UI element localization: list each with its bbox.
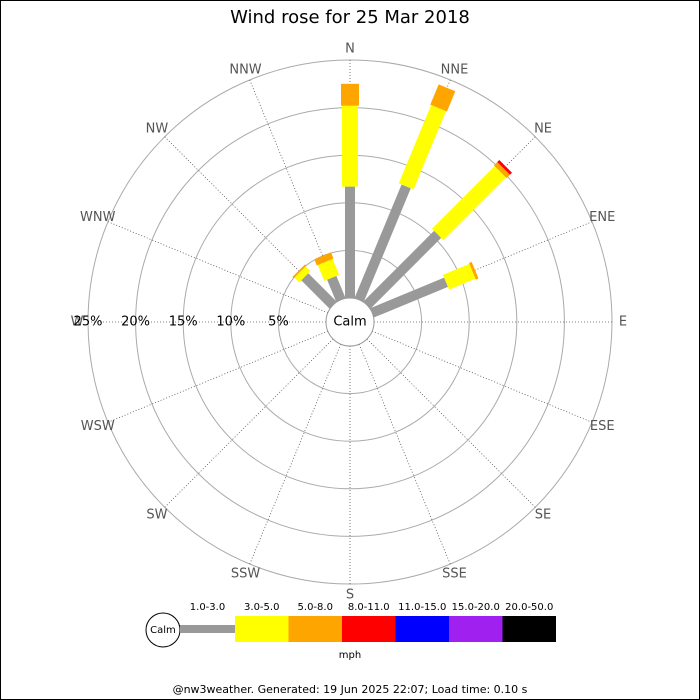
calm-circle: [325, 297, 375, 347]
overlay: Calm 5% 10% 15% 20% 25%: [74, 297, 375, 347]
legend-label: 11.0-15.0: [398, 602, 446, 613]
bar-segment: [327, 275, 346, 302]
direction-label: SSW: [231, 567, 261, 582]
direction-label: WSW: [81, 419, 115, 434]
spoke: [372, 330, 593, 423]
r-tick-label: 5%: [268, 315, 289, 330]
bar-segment: [317, 258, 340, 281]
direction-label: S: [346, 588, 354, 603]
legend-swatch: [235, 616, 289, 642]
bar-segment: [363, 230, 442, 309]
bar-segment: [442, 263, 476, 290]
bar-segment: [398, 105, 446, 190]
bar-segment: [301, 273, 337, 309]
bar-segment: [294, 266, 311, 283]
r-tick-label: 25%: [74, 315, 103, 330]
bar-segment: [370, 277, 448, 318]
direction-label: NE: [534, 121, 552, 136]
legend-label: 5.0-8.0: [298, 602, 333, 613]
legend-swatch: [288, 616, 342, 642]
direction-label: W: [71, 315, 84, 330]
r-tick-label: 10%: [216, 315, 245, 330]
direction-label: SE: [535, 508, 551, 523]
direction-label: NW: [146, 121, 169, 136]
direction-label: E: [619, 315, 627, 330]
direction-label: NNE: [441, 62, 469, 77]
bar-segment: [468, 261, 479, 280]
footer: @nw3weather. Generated: 19 Jun 2025 22:0…: [173, 683, 528, 696]
direction-label: SSE: [442, 567, 467, 582]
legend-swatch: [449, 616, 503, 642]
r-tick-label: 20%: [121, 315, 150, 330]
legend-calm-label: Calm: [150, 625, 176, 636]
direction-label: ENE: [589, 210, 615, 225]
bar-segment: [292, 264, 307, 279]
bar-segment: [314, 252, 334, 266]
direction-label: N: [345, 42, 355, 57]
legend-label: 3.0-5.0: [244, 602, 279, 613]
bar-segment: [342, 105, 358, 187]
legend-label: 15.0-20.0: [452, 602, 500, 613]
direction-label: SW: [146, 508, 167, 523]
spoke: [107, 330, 328, 423]
legend-swatch: [502, 616, 556, 642]
bar-segment: [497, 159, 513, 175]
bar-segment: [493, 162, 510, 179]
bar-segment: [431, 166, 506, 241]
bar-segment: [354, 184, 411, 302]
spoke: [249, 344, 342, 565]
spoke: [107, 221, 328, 314]
legend-unit: mph: [339, 650, 361, 661]
legend-label: 8.0-11.0: [348, 602, 390, 613]
legend-swatch: [395, 616, 449, 642]
spoke: [164, 338, 334, 508]
bars: [292, 83, 513, 318]
spoke: [366, 338, 536, 508]
bar-segment: [430, 84, 456, 112]
bar-segment: [345, 186, 355, 298]
direction-label: ESE: [590, 419, 615, 434]
calm-label: Calm: [333, 315, 366, 330]
legend-swatch: [180, 625, 235, 633]
r-tick-label: 15%: [169, 315, 198, 330]
direction-label: WNW: [80, 210, 116, 225]
legend-swatch: [342, 616, 396, 642]
direction-label: NNW: [229, 62, 261, 77]
legend-label: 20.0-50.0: [505, 602, 553, 613]
spoke: [358, 344, 451, 565]
chart-title: Wind rose for 25 Mar 2018: [230, 7, 470, 28]
legend-label: 1.0-3.0: [190, 602, 225, 613]
bar-segment: [341, 83, 359, 106]
